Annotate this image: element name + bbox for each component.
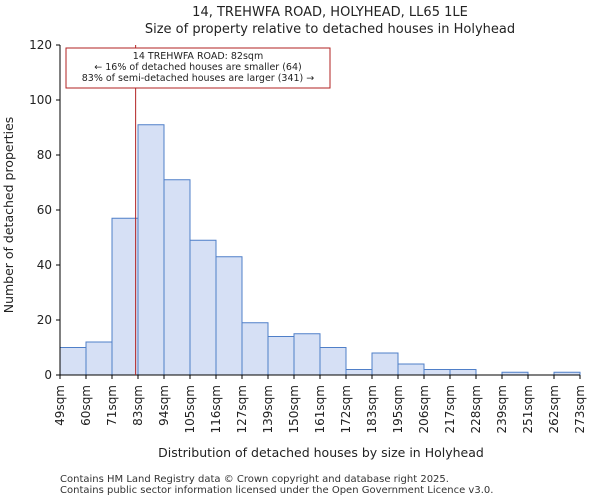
bar-83sqm <box>137 124 165 376</box>
bar-105sqm <box>189 239 217 376</box>
bar-161sqm <box>319 347 347 376</box>
x-tick-label: 116sqm <box>209 385 223 433</box>
x-tick-label: 150sqm <box>287 385 301 433</box>
y-tick-label: 120 <box>29 38 52 52</box>
x-tick-label: 105sqm <box>183 385 197 433</box>
bar-127sqm <box>241 322 269 376</box>
bar-94sqm <box>163 179 191 376</box>
annotation-box <box>65 47 331 89</box>
x-tick-label: 71sqm <box>105 385 119 426</box>
bar-150sqm <box>293 333 321 376</box>
y-tick-label: 20 <box>37 313 52 327</box>
x-tick-label: 228sqm <box>469 385 483 433</box>
bar-217sqm <box>449 369 477 376</box>
footer: Contains HM Land Registry data © Crown c… <box>60 474 493 496</box>
y-tick-label: 100 <box>29 93 52 107</box>
x-tick-label: 161sqm <box>313 385 327 433</box>
annotation-line-2: ← 16% of detached houses are smaller (64… <box>94 62 301 73</box>
x-axis-label: Distribution of detached houses by size … <box>158 445 484 460</box>
bar-206sqm <box>423 369 451 376</box>
bar-116sqm <box>215 256 243 376</box>
y-tick-label: 80 <box>37 148 52 162</box>
x-tick-label: 127sqm <box>235 385 249 433</box>
x-tick-label: 183sqm <box>365 385 379 433</box>
x-tick-label: 60sqm <box>79 385 93 426</box>
y-axis: 0 20 40 60 80 100 120 <box>29 38 61 382</box>
x-tick-label: 94sqm <box>157 385 171 426</box>
histogram-chart: 14, TREHWFA ROAD, HOLYHEAD, LL65 1LE Siz… <box>1 5 587 460</box>
chart-title: 14, TREHWFA ROAD, HOLYHEAD, LL65 1LE <box>192 5 468 20</box>
footer-line-1: Contains HM Land Registry data © Crown c… <box>60 474 449 485</box>
bar-195sqm <box>397 363 425 376</box>
x-tick-label: 139sqm <box>261 385 275 433</box>
x-tick-label: 251sqm <box>521 385 535 433</box>
x-tick-label: 172sqm <box>339 385 353 433</box>
bar-71sqm <box>111 217 139 376</box>
y-axis-label: Number of detached properties <box>1 117 16 314</box>
x-tick-label: 239sqm <box>495 385 509 433</box>
x-tick-label: 49sqm <box>53 385 67 426</box>
chart-subtitle: Size of property relative to detached ho… <box>145 22 515 37</box>
bar-60sqm <box>85 341 113 376</box>
x-tick-label: 195sqm <box>391 385 405 433</box>
x-tick-label: 217sqm <box>443 385 457 433</box>
footer-line-2: Contains public sector information licen… <box>60 485 494 496</box>
x-tick-label: 206sqm <box>417 385 431 433</box>
y-tick-label: 0 <box>44 368 52 382</box>
x-axis: 49sqm 60sqm 71sqm 83sqm 94sqm 105sqm 116sqm 127… <box>53 374 587 433</box>
x-tick-label: 83sqm <box>131 385 145 426</box>
bars-group <box>59 124 581 376</box>
x-tick-label: 262sqm <box>547 385 561 433</box>
annotation-line-3: 83% of semi-detached houses are larger (… <box>82 73 315 84</box>
bar-139sqm <box>267 336 295 376</box>
bar-183sqm <box>371 352 399 376</box>
x-tick-label: 273sqm <box>573 385 587 433</box>
bar-172sqm <box>345 369 373 376</box>
y-tick-label: 40 <box>37 258 52 272</box>
annotation-line-1: 14 TREHWFA ROAD: 82sqm <box>133 51 263 62</box>
bar-49sqm <box>59 347 87 376</box>
y-tick-label: 60 <box>37 203 52 217</box>
